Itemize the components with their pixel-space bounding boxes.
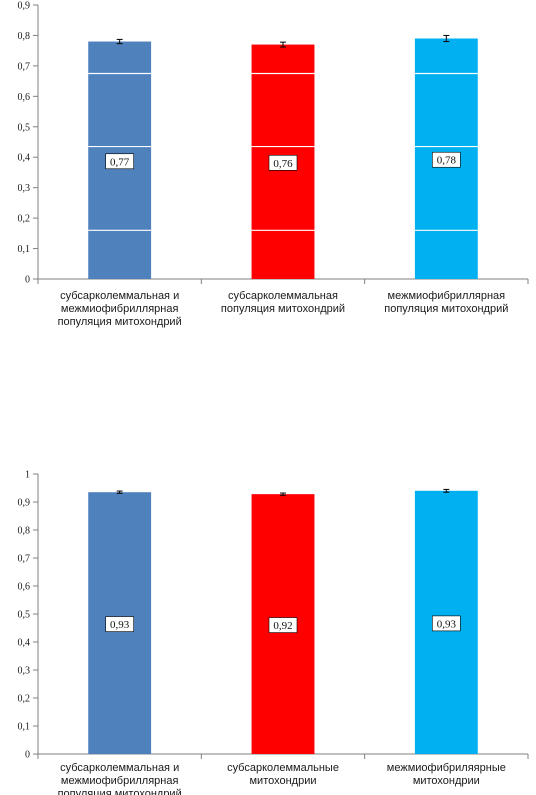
- chart-bottom: 0 0,1 0,2 0,3 0,4 0,5 0,6 0,7 0,8 0,9 1 0,93 субсарк…: [0, 462, 536, 795]
- chart-1-y-tick-label: 0,3: [18, 666, 31, 677]
- chart-0-y-tick-label: 0,6: [18, 92, 31, 103]
- chart-1-data-label-box: [432, 615, 461, 632]
- chart-1-y-tick-label: 0: [25, 750, 30, 761]
- chart-0-y-tick-label: 0,4: [18, 153, 31, 164]
- chart-1-y-tick-label: 0,9: [18, 498, 31, 509]
- chart-1-y-tick-label: 0,5: [18, 610, 31, 621]
- chart-1-data-label: 0,92: [273, 620, 292, 632]
- chart-bottom-svg: 0 0,1 0,2 0,3 0,4 0,5 0,6 0,7 0,8 0,9 1 0,93 субсарк…: [18, 470, 529, 795]
- chart-1-category-label: субсарколеммальные митохондрии: [227, 762, 339, 787]
- chart-0-category-label: межмиофибриллярная популяция митохондрий: [384, 290, 508, 315]
- chart-1-y-tick-label: 0,4: [18, 638, 31, 649]
- chart-0-y-tick-label: 0,7: [18, 61, 31, 72]
- chart-0-y-tick-label: 0,8: [18, 31, 31, 42]
- chart-0-data-label-box: [432, 151, 461, 168]
- chart-1-data-label: 0,93: [437, 618, 457, 630]
- chart-1-y-tick-label: 0,2: [18, 694, 31, 705]
- chart-0-category-label: субсарколеммальная популяция митохондрий: [221, 290, 345, 315]
- chart-1-y-tick-label: 0,1: [18, 722, 31, 733]
- chart-0-data-label-box: [268, 154, 298, 171]
- chart-1-category-label: межмиофибриляярные митохондрии: [387, 762, 506, 787]
- chart-1-category-label: субсарколеммальная и межмиофибриллярная по…: [58, 762, 182, 795]
- chart-0-data-label: 0,78: [437, 155, 457, 167]
- chart-1-data-label-box: [268, 617, 298, 633]
- chart-0-y-tick-label: 0,2: [18, 214, 31, 225]
- chart-1-y-tick-label: 1: [25, 470, 30, 481]
- chart-0-category-label: субсарколеммальная и межмиофибриллярная по…: [58, 290, 182, 328]
- chart-1-data-label-box: [105, 616, 134, 632]
- chart-0-y-tick-label: 0,9: [18, 1, 31, 12]
- chart-1-data-label: 0,93: [110, 619, 130, 631]
- chart-0-y-tick-label: 0,5: [18, 122, 31, 133]
- chart-1-y-tick-label: 0,8: [18, 526, 31, 537]
- chart-0-y-tick-label: 0: [25, 275, 30, 286]
- chart-top-svg: 0 0,1 0,2 0,3 0,4 0,5 0,6 0,7 0,8 0,9 0,77 субсарко…: [18, 1, 529, 328]
- chart-1-y-tick-label: 0,6: [18, 582, 31, 593]
- chart-0-data-label: 0,76: [273, 158, 293, 170]
- chart-top: 0 0,1 0,2 0,3 0,4 0,5 0,6 0,7 0,8 0,9 0,77 субсарко…: [0, 0, 536, 345]
- chart-0-data-label-box: [105, 153, 134, 170]
- chart-0-y-tick-label: 0,3: [18, 183, 31, 194]
- chart-1-y-tick-label: 0,7: [18, 554, 31, 565]
- chart-0-data-label: 0,77: [110, 156, 130, 168]
- chart-0-y-tick-label: 0,1: [18, 244, 31, 255]
